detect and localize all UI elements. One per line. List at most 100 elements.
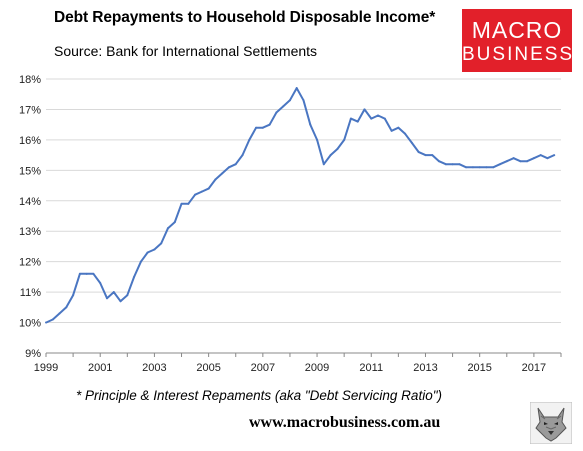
x-tick-label: 2017 (522, 362, 546, 374)
data-point (214, 178, 217, 181)
y-axis-tick-labels: 9% 10% 11% 12% 13% 14% 15% 16% 17% 18% (19, 74, 41, 360)
wolf-head-icon (530, 402, 572, 444)
series-group (45, 87, 556, 324)
website-url[interactable]: www.macrobusiness.com.au (249, 414, 441, 431)
data-point (309, 123, 312, 126)
data-point (227, 166, 230, 169)
data-point (261, 126, 264, 129)
data-point (99, 281, 102, 284)
macrobusiness-logo: MACRO BUSINESS (462, 9, 572, 72)
data-point (105, 297, 108, 300)
series-line (45, 87, 555, 324)
data-point (139, 260, 142, 263)
data-point (126, 294, 129, 297)
data-point (526, 160, 529, 163)
data-point (288, 99, 291, 102)
data-point (553, 154, 556, 157)
data-point (194, 193, 197, 196)
data-point (539, 154, 542, 157)
data-point (180, 202, 183, 205)
data-point (316, 138, 319, 141)
data-point (166, 227, 169, 230)
data-point (343, 138, 346, 141)
data-point (349, 117, 352, 120)
data-point (112, 291, 115, 294)
y-tick-label: 9% (25, 348, 41, 360)
data-point (92, 272, 95, 275)
data-point (383, 117, 386, 120)
x-tick-label: 2011 (359, 362, 383, 374)
data-point (119, 300, 122, 303)
data-point (505, 160, 508, 163)
logo-line-1: MACRO (471, 17, 563, 43)
data-point (200, 190, 203, 193)
data-point (417, 151, 420, 154)
x-tick-label: 2001 (88, 362, 112, 374)
x-axis (45, 352, 562, 357)
logo-line-2: BUSINESS (462, 44, 575, 65)
data-point (153, 248, 156, 251)
x-tick-label: 2009 (305, 362, 329, 374)
data-point (465, 166, 468, 169)
data-point (370, 117, 373, 120)
y-tick-label: 12% (19, 257, 41, 269)
x-axis-tick-labels: 1999 2001 2003 2005 2007 2009 2011 2013 2015 2017 (34, 362, 546, 374)
gridlines (46, 78, 561, 324)
chart-subtitle: Source: Bank for International Settlemen… (54, 43, 318, 59)
data-point (72, 294, 75, 297)
y-tick-label: 18% (19, 74, 41, 86)
data-point (85, 272, 88, 275)
data-point (471, 166, 474, 169)
data-point (492, 166, 495, 169)
x-tick-label: 2005 (196, 362, 220, 374)
data-point (397, 126, 400, 129)
y-tick-label: 17% (19, 104, 41, 116)
data-point (248, 138, 251, 141)
data-point (221, 172, 224, 175)
data-point (322, 163, 325, 166)
footnote: * Principle & Interest Repaments (aka "D… (76, 388, 442, 403)
data-point (356, 120, 359, 123)
data-point (65, 306, 68, 309)
data-point (451, 163, 454, 166)
data-point (78, 272, 81, 275)
data-point (363, 108, 366, 111)
data-point (302, 99, 305, 102)
data-point (410, 141, 413, 144)
data-point (444, 163, 447, 166)
data-point (546, 157, 549, 160)
data-point (207, 187, 210, 190)
data-point (234, 163, 237, 166)
x-tick-label: 2013 (413, 362, 437, 374)
y-tick-label: 13% (19, 226, 41, 238)
data-point (485, 166, 488, 169)
line-chart: 9% 10% 11% 12% 13% 14% 15% 16% 17% 18% 1999 2001 20… (19, 74, 562, 374)
data-point (51, 318, 54, 321)
data-point (478, 166, 481, 169)
data-point (329, 154, 332, 157)
data-point (390, 129, 393, 132)
data-point (404, 132, 407, 135)
x-tick-label: 2003 (142, 362, 166, 374)
data-point (146, 251, 149, 254)
data-point (45, 321, 47, 324)
data-point (173, 221, 176, 224)
chart-title: Debt Repayments to Household Disposable … (54, 9, 436, 26)
x-tick-label: 2007 (251, 362, 275, 374)
data-point (268, 123, 271, 126)
y-tick-label: 15% (19, 165, 41, 177)
y-tick-label: 11% (20, 287, 41, 299)
data-point (499, 163, 502, 166)
data-point (532, 157, 535, 160)
y-tick-label: 16% (19, 135, 41, 147)
data-point (255, 126, 258, 129)
data-point (519, 160, 522, 163)
data-point (424, 154, 427, 157)
data-point (241, 154, 244, 157)
data-point (431, 154, 434, 157)
data-point (438, 160, 441, 163)
data-point (275, 111, 278, 114)
data-point (458, 163, 461, 166)
data-point (160, 242, 163, 245)
x-tick-label: 1999 (34, 362, 58, 374)
